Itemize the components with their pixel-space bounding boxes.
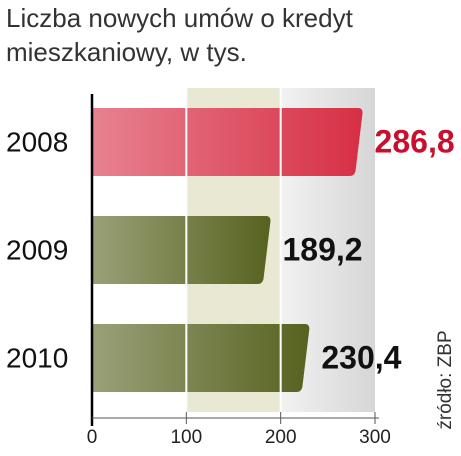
- x-tick-label: 300: [359, 427, 391, 448]
- value-label: 230,4: [321, 339, 401, 375]
- y-tick-label: 2009: [6, 234, 68, 265]
- chart-title: mieszkaniowy, w tys.: [6, 37, 247, 67]
- y-tick-label: 2008: [6, 126, 68, 157]
- value-label: 189,2: [282, 231, 362, 267]
- value-label: 286,8: [375, 123, 455, 159]
- y-tick-label: 2010: [6, 342, 68, 373]
- chart-title: Liczba nowych umów o kredyt: [6, 3, 354, 33]
- x-tick-label: 100: [170, 427, 202, 448]
- bar-shine: [92, 108, 363, 176]
- x-tick-label: 0: [87, 427, 98, 448]
- bar-shine: [92, 216, 271, 284]
- bar-shine: [92, 324, 310, 392]
- x-tick-label: 200: [265, 427, 297, 448]
- source: źródło: ZBP: [435, 330, 456, 429]
